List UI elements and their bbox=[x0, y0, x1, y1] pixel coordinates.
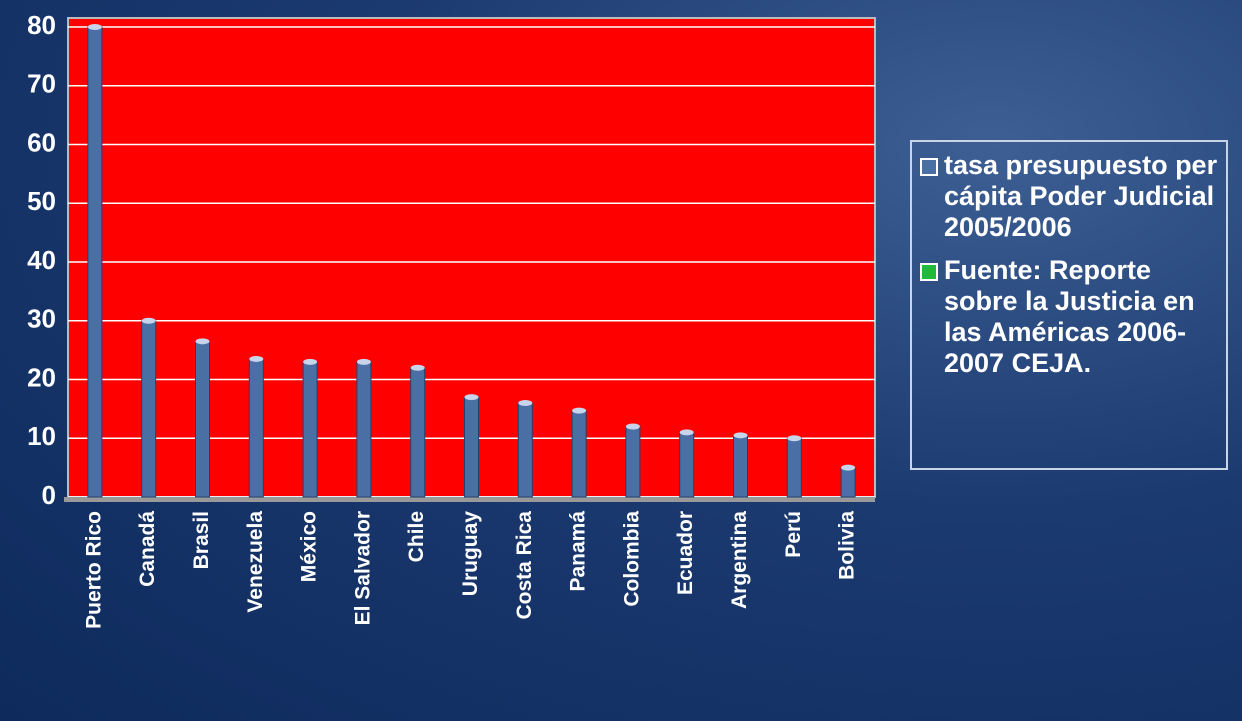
y-tick-label: 50 bbox=[27, 186, 56, 216]
note: Fuente: Reporte sobre la Justicia en las… bbox=[944, 255, 1195, 378]
bar bbox=[195, 340, 210, 498]
legend-swatch bbox=[920, 158, 938, 176]
bar-top bbox=[625, 423, 640, 430]
legend: tasa presupuesto per cápita Poder Judici… bbox=[910, 140, 1228, 470]
x-tick-label: Brasil bbox=[190, 511, 213, 569]
bar-top bbox=[195, 338, 210, 345]
legend-label: tasa presupuesto per cápita Poder Judici… bbox=[944, 150, 1218, 242]
bar-top bbox=[787, 435, 802, 442]
bar bbox=[141, 320, 157, 498]
bar bbox=[302, 361, 318, 498]
bar bbox=[571, 410, 587, 498]
bar-top bbox=[303, 358, 318, 365]
bar bbox=[733, 434, 748, 498]
bar bbox=[679, 431, 695, 498]
floor bbox=[64, 497, 875, 502]
x-tick-label: Argentina bbox=[728, 511, 751, 609]
x-tick-label: Panamá bbox=[567, 511, 590, 592]
x-tick-label: México bbox=[298, 511, 321, 582]
y-tick-label: 0 bbox=[42, 480, 56, 510]
bar bbox=[517, 402, 533, 498]
bar-top bbox=[356, 358, 371, 365]
bar-top bbox=[518, 400, 533, 406]
y-tick-label: 80 bbox=[27, 10, 56, 40]
y-tick-label: 30 bbox=[27, 304, 56, 334]
bar bbox=[786, 437, 802, 498]
x-tick-label: Colombia bbox=[620, 511, 643, 607]
bar-top bbox=[464, 394, 479, 401]
bar-top bbox=[679, 429, 694, 436]
bar bbox=[356, 361, 372, 498]
legend-swatch bbox=[920, 263, 938, 281]
bar-top bbox=[572, 407, 587, 414]
x-tick-label: Costa Rica bbox=[513, 511, 536, 620]
y-tick-label: 10 bbox=[27, 421, 56, 451]
bar bbox=[464, 396, 479, 498]
x-tick-label: Perú bbox=[782, 511, 805, 558]
legend-item: tasa presupuesto per cápita Poder Judici… bbox=[916, 150, 1222, 243]
y-tick-label: 40 bbox=[27, 245, 56, 275]
y-tick-label: 70 bbox=[27, 69, 56, 99]
y-tick-label: 60 bbox=[27, 127, 56, 157]
bar bbox=[410, 367, 426, 498]
x-tick-label: El Salvador bbox=[351, 511, 374, 625]
bar-top bbox=[141, 317, 156, 324]
bar-top bbox=[841, 464, 856, 471]
bar-top bbox=[87, 24, 102, 30]
bar-top bbox=[410, 364, 425, 371]
x-tick-label: Ecuador bbox=[674, 511, 697, 595]
x-tick-label: Canadá bbox=[136, 511, 159, 587]
x-tick-label: Chile bbox=[405, 511, 428, 562]
bar-top bbox=[249, 355, 264, 362]
x-tick-label: Uruguay bbox=[459, 511, 482, 597]
x-tick-label: Bolivia bbox=[836, 511, 859, 580]
y-tick-label: 20 bbox=[27, 362, 56, 392]
x-tick-label: Venezuela bbox=[244, 511, 267, 613]
x-tick-label: Puerto Rico bbox=[82, 511, 105, 629]
bar bbox=[625, 426, 641, 498]
bar bbox=[248, 358, 264, 498]
bar bbox=[840, 467, 856, 498]
bar bbox=[87, 26, 103, 498]
bar-top bbox=[733, 432, 748, 439]
legend-item: Fuente: Reporte sobre la Justicia en las… bbox=[916, 255, 1222, 379]
